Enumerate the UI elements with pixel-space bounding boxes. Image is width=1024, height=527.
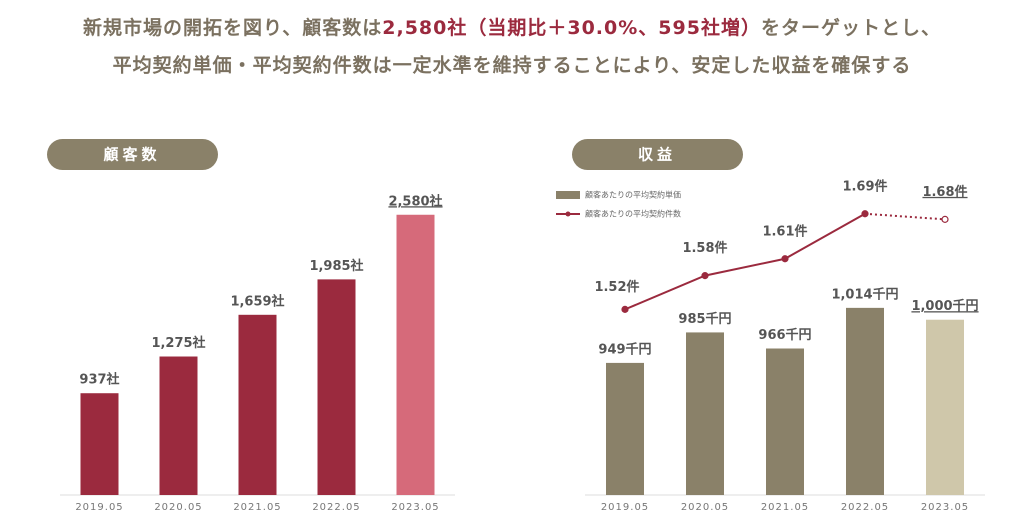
- bar: [80, 393, 119, 495]
- headline-part: をターゲットとし、: [761, 17, 941, 39]
- bar: [846, 307, 884, 495]
- line-marker: [861, 210, 869, 218]
- legend-swatch: [556, 191, 580, 199]
- x-tick-label: 2021.05: [233, 502, 281, 513]
- headline: 平均契約単価・平均契約件数は一定水準を維持することにより、安定した収益を確保する: [113, 54, 912, 77]
- value-label: 937社: [79, 372, 119, 388]
- x-tick-label: 2019.05: [601, 502, 649, 513]
- x-tick-label: 2021.05: [761, 502, 809, 513]
- value-label: 1,000千円: [911, 298, 978, 314]
- line-marker: [701, 272, 709, 280]
- chart-title: 顧客数: [103, 146, 160, 164]
- line-projection: [864, 212, 946, 221]
- bar: [606, 362, 644, 495]
- title-pill: [572, 139, 743, 170]
- bar: [396, 214, 435, 496]
- bar: [686, 332, 724, 495]
- value-label: 1.69件: [842, 178, 887, 194]
- line-marker: [941, 215, 949, 223]
- x-tick-label: 2020.05: [681, 502, 729, 513]
- bar: [766, 348, 804, 495]
- title-pill: [47, 139, 218, 170]
- legend-marker: [565, 211, 571, 217]
- value-label: 966千円: [758, 327, 811, 343]
- value-label: 1.58件: [682, 240, 727, 256]
- value-label: 949千円: [598, 341, 651, 357]
- bar: [317, 279, 356, 495]
- chart-title: 収益: [638, 146, 676, 164]
- x-tick-label: 2022.05: [841, 502, 889, 513]
- line-marker: [781, 255, 789, 263]
- x-tick-label: 2023.05: [921, 502, 969, 513]
- x-tick-label: 2020.05: [154, 502, 202, 513]
- x-tick-label: 2023.05: [391, 502, 439, 513]
- line-marker: [621, 305, 629, 313]
- value-label: 1,275社: [151, 335, 205, 351]
- value-label: 1.52件: [594, 279, 639, 295]
- x-tick-label: 2022.05: [312, 502, 360, 513]
- bar: [926, 319, 964, 495]
- value-label: 2,580社: [388, 193, 442, 209]
- legend-label: 顧客あたりの平均契約件数: [585, 209, 681, 219]
- value-label: 1,014千円: [831, 286, 898, 302]
- legend-label: 顧客あたりの平均契約単価: [585, 190, 681, 200]
- headline-part: 新規市場の開拓を図り、顧客数は: [83, 16, 382, 39]
- value-label: 1.68件: [922, 184, 967, 200]
- bar: [159, 356, 198, 495]
- headline-highlight: 2,580社（当期比＋30.0%、595社増）: [382, 16, 761, 39]
- value-label: 1.61件: [762, 223, 807, 239]
- line: [624, 212, 866, 311]
- value-label: 1,659社: [230, 293, 284, 309]
- value-label: 985千円: [678, 311, 731, 327]
- value-label: 1,985社: [309, 258, 363, 274]
- x-tick-label: 2019.05: [75, 502, 123, 513]
- headline: 新規市場の開拓を図り、顧客数は2,580社（当期比＋30.0%、595社増）をタ…: [83, 16, 941, 39]
- bar: [238, 314, 277, 495]
